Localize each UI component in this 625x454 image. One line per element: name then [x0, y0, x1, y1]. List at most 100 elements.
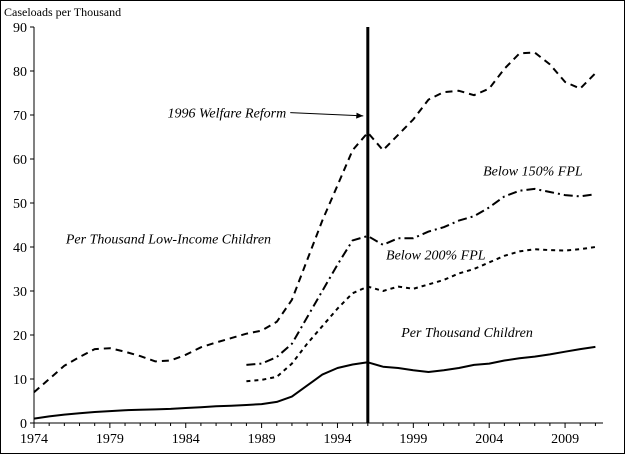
data-point [290, 298, 293, 301]
y-tick-label: 10 [13, 373, 27, 388]
data-point [139, 355, 142, 358]
data-point [412, 118, 415, 121]
data-point [48, 378, 51, 381]
series-line-1 [246, 187, 596, 366]
data-point [321, 290, 324, 293]
data-point [564, 81, 567, 84]
data-point [78, 356, 81, 359]
data-point [108, 410, 111, 413]
data-point [503, 359, 506, 362]
data-point [169, 407, 172, 410]
annotation-fpl200: Below 200% FPL [386, 248, 486, 263]
data-point [397, 285, 400, 288]
y-axis-label: Caseloads per Thousand [4, 5, 121, 19]
data-point [488, 87, 491, 90]
data-point [381, 149, 384, 152]
data-point [594, 345, 597, 348]
data-point [169, 359, 172, 362]
data-point [93, 411, 96, 414]
data-point [427, 230, 430, 233]
data-point [33, 417, 36, 420]
data-point [154, 408, 157, 411]
data-point [351, 363, 354, 366]
data-point [579, 195, 582, 198]
data-point [457, 272, 460, 275]
data-point [533, 248, 536, 251]
data-point [290, 342, 293, 345]
data-point [457, 219, 460, 222]
data-point [275, 320, 278, 323]
x-tick-label: 2009 [551, 432, 579, 447]
data-point [518, 189, 521, 192]
data-point [245, 380, 248, 383]
series-layer [33, 51, 597, 420]
data-point [412, 287, 415, 290]
y-tick-label: 0 [20, 417, 27, 432]
data-point [230, 404, 233, 407]
annotation-children: Per Thousand Children [400, 326, 533, 341]
data-point [503, 67, 506, 70]
y-tick-label: 60 [13, 153, 27, 168]
data-point [366, 235, 369, 238]
data-point [260, 329, 263, 332]
annotations: 1996 Welfare Reform Below 150% FPL Per Tho… [65, 107, 583, 341]
data-point [275, 400, 278, 403]
reform-arrow [290, 112, 364, 119]
data-point [275, 356, 278, 359]
data-point [78, 412, 81, 415]
y-tick-label: 70 [13, 109, 27, 124]
data-point [48, 415, 51, 418]
data-point [184, 353, 187, 356]
data-point [63, 364, 66, 367]
data-point [579, 348, 582, 351]
data-point [518, 52, 521, 55]
data-point [245, 403, 248, 406]
data-point [533, 187, 536, 190]
data-point [381, 365, 384, 368]
data-point [518, 250, 521, 253]
data-point [215, 341, 218, 344]
data-point [427, 370, 430, 373]
data-point [199, 346, 202, 349]
data-point [351, 239, 354, 242]
data-point [442, 226, 445, 229]
data-point [336, 307, 339, 310]
data-point [579, 248, 582, 251]
data-point [230, 337, 233, 340]
data-point [397, 237, 400, 240]
y-tick-label: 80 [13, 65, 27, 80]
data-point [564, 194, 567, 197]
data-point [366, 131, 369, 134]
series-line-0 [33, 51, 597, 393]
y-tick-label: 30 [13, 285, 27, 300]
data-point [579, 87, 582, 90]
data-point [397, 367, 400, 370]
y-tick-label: 40 [13, 241, 27, 256]
data-point [427, 283, 430, 286]
data-point [473, 215, 476, 218]
data-point [442, 369, 445, 372]
data-point [548, 63, 551, 66]
data-point [321, 219, 324, 222]
data-point [321, 325, 324, 328]
data-point [33, 391, 36, 394]
data-point [63, 413, 66, 416]
data-point [260, 403, 263, 406]
data-point [245, 332, 248, 335]
data-point [518, 357, 521, 360]
data-point [381, 290, 384, 293]
data-point [457, 89, 460, 92]
data-point [260, 362, 263, 365]
annotation-low_income: Per Thousand Low-Income Children [65, 232, 271, 247]
series-line-2 [246, 246, 596, 383]
data-point [306, 384, 309, 387]
data-point [321, 373, 324, 376]
y-tick-label: 20 [13, 329, 27, 344]
data-point [124, 350, 127, 353]
data-point [199, 406, 202, 409]
x-tick-label: 1994 [323, 432, 351, 447]
data-point [488, 206, 491, 209]
data-point [366, 361, 369, 364]
data-point [306, 259, 309, 262]
